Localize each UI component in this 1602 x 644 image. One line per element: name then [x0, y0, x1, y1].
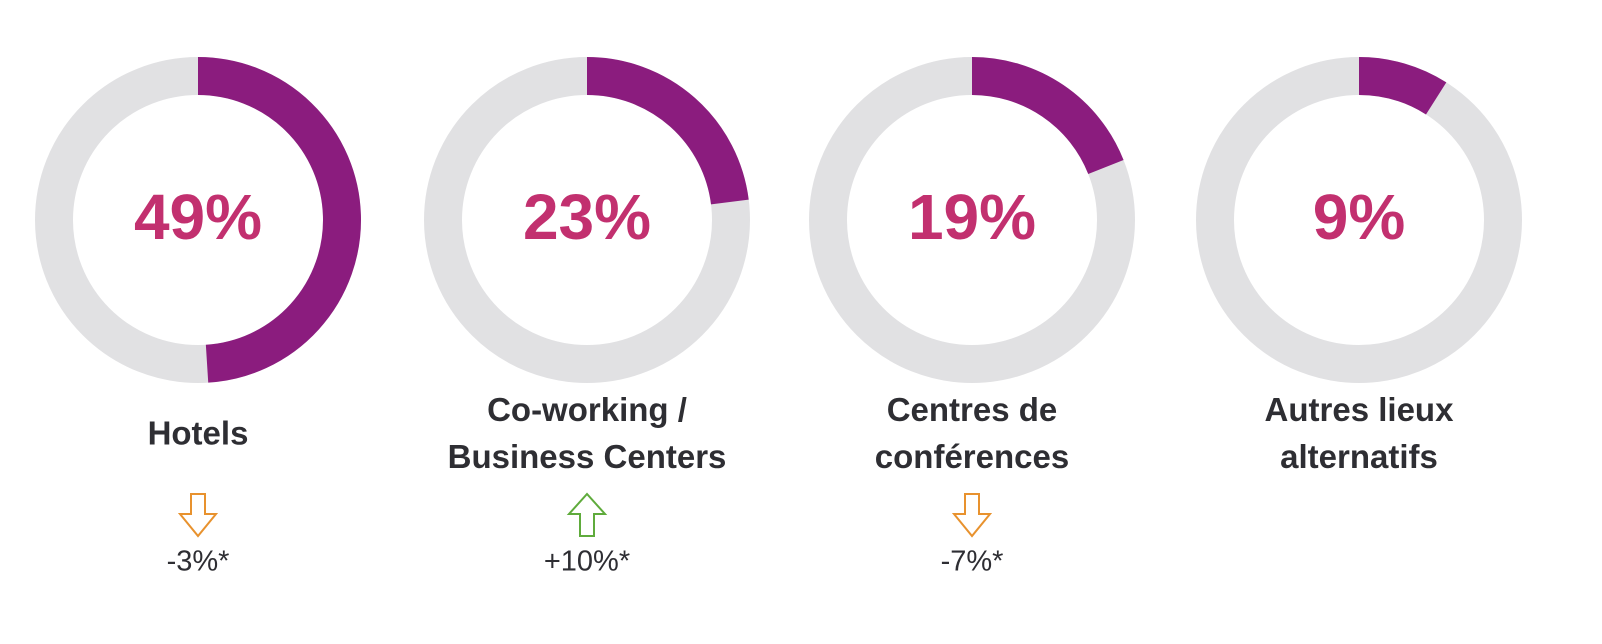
value-label: 49% — [134, 181, 262, 253]
change-label: -3%* — [167, 546, 230, 578]
category-label: alternatifs — [1280, 438, 1438, 475]
donut-arc — [1358, 57, 1447, 115]
category-label: Autres lieux — [1265, 391, 1455, 428]
category-label: conférences — [875, 438, 1069, 475]
trend-arrow — [177, 493, 219, 538]
value-label: 23% — [523, 181, 651, 253]
donut-arc — [586, 57, 749, 205]
category-label: Centres de — [887, 391, 1058, 428]
category-label: Co-working / — [487, 391, 687, 428]
change-label: +10%* — [544, 546, 630, 578]
trend-arrow — [566, 492, 608, 537]
donut-arc — [197, 57, 361, 383]
category-label: Business Centers — [448, 438, 727, 475]
donut-arc — [971, 57, 1124, 175]
trend-arrow — [951, 493, 993, 538]
category-label: Hotels — [148, 415, 249, 452]
value-label: 9% — [1313, 181, 1406, 253]
change-label: -7%* — [941, 546, 1004, 578]
value-label: 19% — [908, 181, 1036, 253]
